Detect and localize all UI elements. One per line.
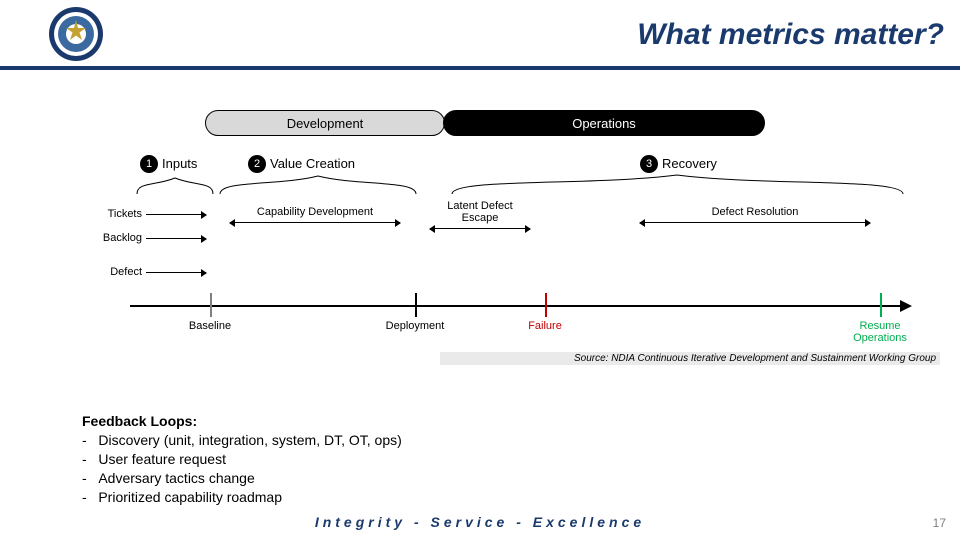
section-2-number: 2 bbox=[248, 155, 266, 173]
timeline-mark-deployment bbox=[415, 293, 417, 317]
phase-operations: Operations bbox=[443, 110, 765, 136]
timeline-label-failure: Failure bbox=[528, 320, 562, 332]
timeline-label-resume: Resume Operations bbox=[835, 320, 925, 344]
input-tickets-label: Tickets bbox=[82, 208, 142, 220]
input-defect-arrow bbox=[146, 272, 206, 273]
span-defect-resolution-label: Defect Resolution bbox=[640, 206, 870, 218]
span-latent-defect-escape-arrow bbox=[430, 228, 530, 229]
span-latent-defect-escape-label: Latent Defect Escape bbox=[430, 200, 530, 224]
feedback-loops-block: Feedback Loops: - Discovery (unit, integ… bbox=[82, 412, 402, 506]
input-backlog-arrow bbox=[146, 238, 206, 239]
page-number: 17 bbox=[933, 516, 946, 530]
timeline-label-deployment: Deployment bbox=[386, 320, 445, 332]
timeline-mark-failure bbox=[545, 293, 547, 317]
metrics-timeline-diagram: Development Operations 1 Inputs 2 Value … bbox=[0, 80, 960, 420]
feedback-heading: Feedback Loops: bbox=[82, 412, 402, 431]
input-defect-label: Defect bbox=[82, 266, 142, 278]
span-latent-defect-escape: Latent Defect Escape bbox=[430, 200, 530, 229]
footer-motto: Integrity - Service - Excellence bbox=[0, 514, 960, 530]
section-3-label: Recovery bbox=[662, 156, 717, 171]
input-backlog-label: Backlog bbox=[82, 232, 142, 244]
timeline-axis bbox=[130, 305, 910, 307]
span-capability-development: Capability Development bbox=[230, 206, 400, 223]
span-defect-resolution: Defect Resolution bbox=[640, 206, 870, 223]
section-2-label: Value Creation bbox=[270, 156, 355, 171]
section-3-number: 3 bbox=[640, 155, 658, 173]
brace-inputs bbox=[135, 172, 215, 196]
phase-bar: Development Operations bbox=[205, 110, 765, 136]
feedback-item: - Discovery (unit, integration, system, … bbox=[82, 431, 402, 450]
section-1-number: 1 bbox=[140, 155, 158, 173]
feedback-item: - User feature request bbox=[82, 450, 402, 469]
timeline-mark-baseline bbox=[210, 293, 212, 317]
page-title: What metrics matter? bbox=[637, 18, 944, 52]
section-1-label: Inputs bbox=[162, 156, 197, 171]
source-citation: Source: NDIA Continuous Iterative Develo… bbox=[440, 352, 940, 365]
brace-recovery bbox=[450, 172, 905, 196]
air-force-seal-icon bbox=[48, 6, 104, 62]
span-capability-development-label: Capability Development bbox=[230, 206, 400, 218]
slide-header: What metrics matter? bbox=[0, 0, 960, 70]
timeline-label-baseline: Baseline bbox=[189, 320, 231, 332]
feedback-item: - Prioritized capability roadmap bbox=[82, 488, 402, 507]
timeline-mark-resume bbox=[880, 293, 882, 317]
span-defect-resolution-arrow bbox=[640, 222, 870, 223]
input-tickets-arrow bbox=[146, 214, 206, 215]
brace-value-creation bbox=[218, 172, 418, 196]
span-capability-development-arrow bbox=[230, 222, 400, 223]
feedback-item: - Adversary tactics change bbox=[82, 469, 402, 488]
phase-development: Development bbox=[205, 110, 445, 136]
